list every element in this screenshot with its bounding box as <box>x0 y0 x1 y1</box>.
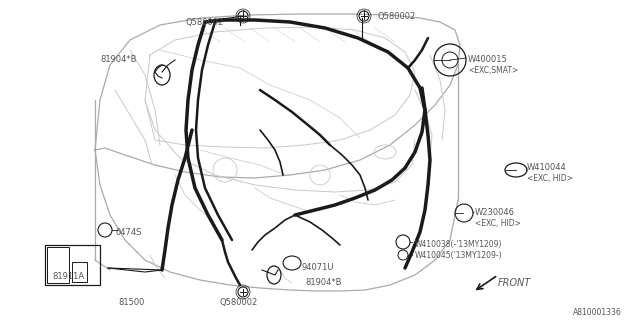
Text: Q580002: Q580002 <box>185 18 223 27</box>
Text: 94071U: 94071U <box>302 263 335 272</box>
Text: <EXC, HID>: <EXC, HID> <box>475 219 521 228</box>
Text: <EXC,SMAT>: <EXC,SMAT> <box>468 66 518 75</box>
Text: Q580002: Q580002 <box>378 12 416 21</box>
Text: 81911A: 81911A <box>52 272 84 281</box>
Text: 0474S: 0474S <box>115 228 141 237</box>
Text: <EXC, HID>: <EXC, HID> <box>527 174 573 183</box>
Text: FRONT: FRONT <box>498 278 531 288</box>
Text: 81500: 81500 <box>118 298 145 307</box>
Text: W400015: W400015 <box>468 55 508 64</box>
Text: W410038(-'13MY1209): W410038(-'13MY1209) <box>415 240 502 249</box>
Text: W410045('13MY1209-): W410045('13MY1209-) <box>415 251 502 260</box>
Text: 81904*B: 81904*B <box>100 55 136 64</box>
Text: W410044: W410044 <box>527 163 567 172</box>
Text: W230046: W230046 <box>475 208 515 217</box>
Text: 81904*B: 81904*B <box>305 278 342 287</box>
Text: A810001336: A810001336 <box>573 308 621 317</box>
Text: Q580002: Q580002 <box>220 298 259 307</box>
